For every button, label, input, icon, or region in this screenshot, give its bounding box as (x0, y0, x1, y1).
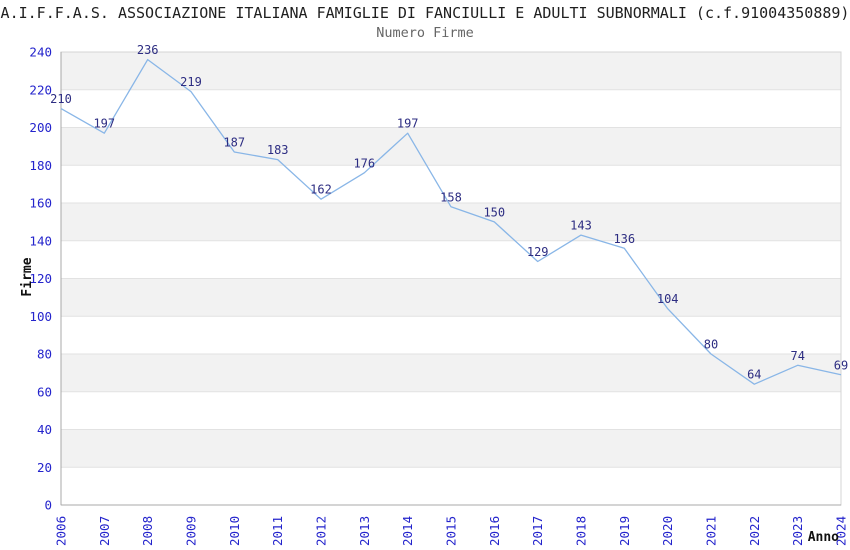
data-point-label: 219 (180, 75, 202, 89)
plot-band (61, 240, 841, 279)
y-tick-label: 100 (29, 309, 52, 324)
data-point-label: 176 (353, 156, 375, 170)
x-tick-label: 2017 (530, 516, 545, 546)
data-point-label: 80 (704, 338, 718, 352)
x-tick-label: 2014 (400, 516, 415, 546)
plot-band (61, 89, 841, 128)
x-tick-label: 2013 (357, 516, 372, 546)
data-point-label: 158 (440, 190, 462, 204)
y-tick-label: 0 (44, 498, 52, 513)
data-point-label: 74 (790, 349, 804, 363)
y-tick-label: 80 (37, 347, 52, 362)
y-tick-label: 180 (29, 158, 52, 173)
x-tick-label: 2018 (574, 516, 589, 546)
plot-band (61, 52, 841, 90)
y-tick-label: 220 (29, 82, 52, 97)
data-point-label: 197 (397, 117, 419, 131)
chart-title: A.I.F.F.A.S. ASSOCIAZIONE ITALIANA FAMIG… (0, 4, 850, 22)
y-tick-label: 20 (37, 460, 52, 475)
x-tick-label: 2023 (790, 516, 805, 546)
x-tick-label: 2024 (834, 516, 849, 546)
x-tick-label: 2016 (487, 516, 502, 546)
x-tick-label: 2007 (97, 516, 112, 546)
data-point-label: 143 (570, 219, 592, 233)
data-point-label: 210 (50, 92, 72, 106)
data-point-label: 104 (657, 292, 679, 306)
x-tick-label: 2011 (270, 516, 285, 546)
x-tick-label: 2009 (184, 516, 199, 546)
data-point-label: 187 (223, 136, 245, 150)
x-tick-label: 2020 (660, 516, 675, 546)
x-tick-label: 2008 (140, 516, 155, 546)
plot-band (61, 316, 841, 354)
x-tick-label: 2006 (54, 516, 69, 546)
data-point-label: 150 (483, 205, 505, 219)
y-tick-label: 140 (29, 233, 52, 248)
plot-band (61, 127, 841, 166)
data-point-label: 129 (527, 245, 549, 259)
y-axis-title: Firme (20, 257, 35, 296)
y-tick-label: 60 (37, 384, 52, 399)
plot-band (61, 429, 841, 468)
data-point-label: 64 (747, 368, 761, 382)
x-tick-label: 2012 (314, 516, 329, 546)
y-tick-label: 240 (29, 45, 52, 60)
data-line (60, 58, 842, 385)
x-tick-label: 2015 (444, 516, 459, 546)
data-point-label: 183 (267, 143, 289, 157)
plot-band (61, 203, 841, 241)
plot-band (61, 467, 841, 505)
y-tick-label: 200 (29, 120, 52, 135)
x-tick-label: 2022 (747, 516, 762, 546)
plot-band (61, 354, 841, 392)
y-tick-label: 120 (29, 271, 52, 286)
plot-band (61, 278, 841, 317)
data-point-label: 69 (834, 358, 848, 372)
y-tick-label: 160 (29, 196, 52, 211)
data-point-label: 236 (137, 43, 159, 57)
data-point-label: 136 (613, 232, 635, 246)
plot-band (61, 165, 841, 203)
data-point-label: 197 (93, 117, 115, 131)
x-tick-label: 2010 (227, 516, 242, 546)
chart-subtitle: Numero Firme (376, 25, 474, 41)
x-tick-label: 2021 (704, 516, 719, 546)
y-tick-label: 40 (37, 422, 52, 437)
x-axis-title: Anno (808, 530, 839, 545)
plot-band (61, 391, 841, 430)
x-tick-label: 2019 (617, 516, 632, 546)
data-point-label: 162 (310, 183, 332, 197)
